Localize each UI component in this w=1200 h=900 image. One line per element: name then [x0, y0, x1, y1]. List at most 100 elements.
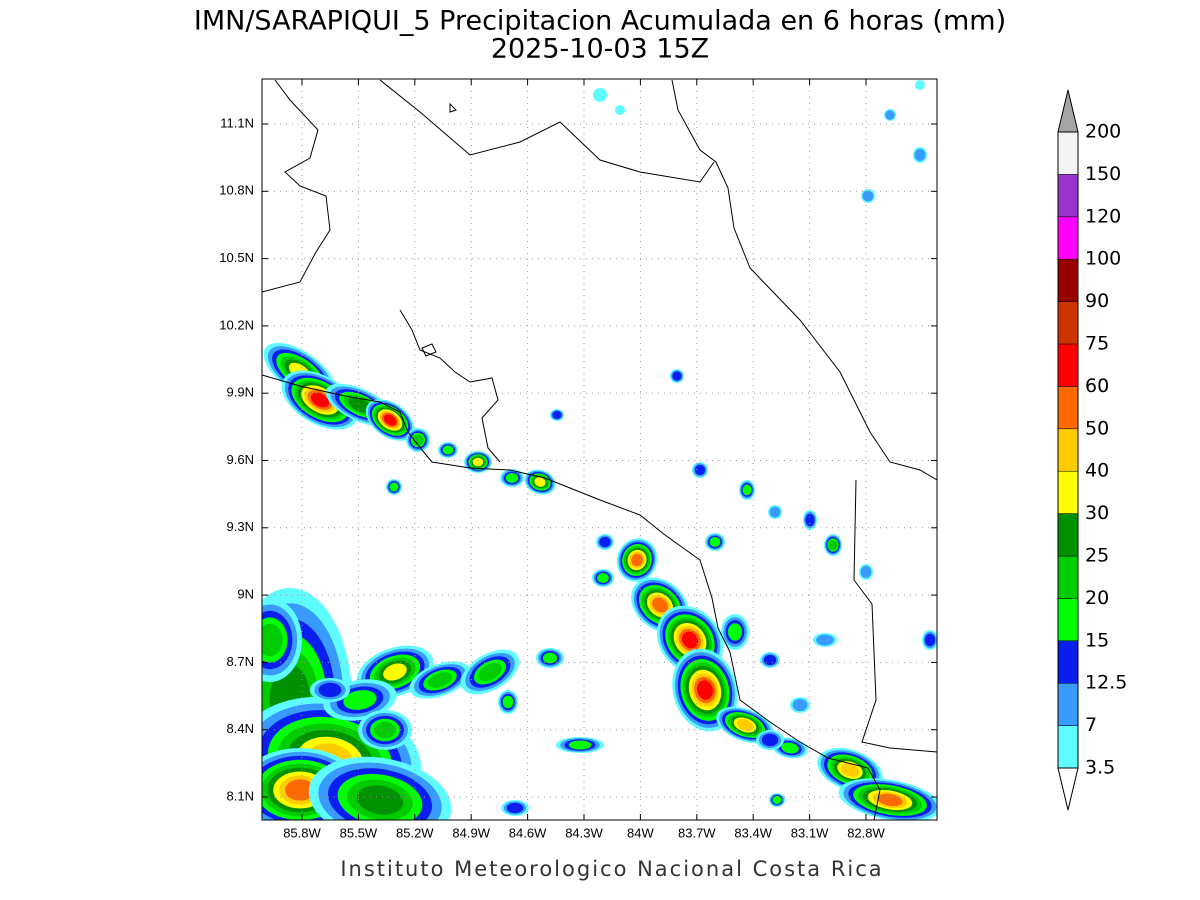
precip-contour: [568, 740, 592, 750]
colorbar-label: 30: [1085, 502, 1109, 524]
lon-tick-label: 85.5W: [340, 825, 378, 840]
precip-contour: [383, 663, 407, 681]
colorbar-label: 100: [1085, 248, 1121, 270]
precip-contour: [914, 148, 926, 162]
colorbar-label: 15: [1085, 629, 1109, 651]
precip-contour: [356, 785, 404, 815]
precip-contour: [862, 190, 874, 202]
precip-contour: [696, 680, 714, 700]
precip-contour: [828, 539, 838, 551]
precip-contour: [792, 698, 808, 712]
precip-contour: [769, 506, 781, 518]
colorbar-swatch: [1057, 470, 1079, 514]
lon-tick-label: 84.3W: [565, 825, 603, 840]
precip-contour: [816, 634, 834, 646]
colorbar-label: 3.5: [1085, 757, 1115, 779]
colorbar-label: 12.5: [1085, 672, 1127, 694]
colorbar-swatch: [1057, 386, 1079, 430]
grid: [262, 79, 937, 820]
precip-contour: [672, 371, 682, 381]
lat-tick-label: 8.4N: [227, 721, 254, 736]
lon-tick-label: 85.2W: [396, 825, 434, 840]
colorbar-swatch: [1057, 725, 1079, 769]
precip-contour: [694, 464, 706, 476]
lat-tick-label: 9.9N: [227, 385, 254, 400]
precip-contour: [310, 392, 330, 408]
colorbar-label: 150: [1085, 163, 1121, 185]
colorbar-label: 20: [1085, 587, 1109, 609]
precip-contour: [412, 434, 424, 446]
precip-contour: [631, 553, 643, 567]
precip-contour: [383, 414, 397, 426]
precip-contour: [763, 654, 777, 666]
lat-tick-label: 10.8N: [219, 183, 254, 198]
lon-tick-label: 82.8W: [847, 825, 885, 840]
colorbar-frame: [1057, 131, 1079, 769]
precip-contour: [542, 652, 558, 664]
coastline: [262, 79, 331, 293]
lat-tick-label: 11.1N: [220, 115, 254, 130]
lon-tick-label: 84.9W: [452, 825, 490, 840]
precip-contour: [840, 763, 860, 777]
precip-contour: [348, 397, 372, 413]
colorbar-label: 90: [1085, 290, 1109, 312]
colorbar-label: 120: [1085, 205, 1121, 227]
lat-tick-label: 10.5N: [219, 250, 254, 265]
lon-tick-label: 83.1W: [791, 825, 829, 840]
colorbar: 3.5 7 12.5 15 20 25 30 40 50 60 75 90 100 120 150 200: [1057, 89, 1127, 811]
precip-contour: [343, 690, 377, 710]
colorbar-swatch: [1057, 640, 1079, 684]
colorbar-swatch: [1057, 682, 1079, 726]
precip-contour: [374, 721, 396, 739]
lon-tick-label: 83.7W: [678, 825, 716, 840]
colorbar-label: 75: [1085, 333, 1109, 355]
precip-contour: [727, 623, 743, 641]
coastline: [262, 374, 881, 820]
colorbar-swatch: [1057, 174, 1079, 218]
precip-contour: [552, 410, 562, 420]
precip-contour: [761, 733, 779, 747]
precip-contour: [781, 742, 799, 754]
lon-tick-label: 84W: [627, 825, 654, 840]
precip-contour: [593, 88, 607, 102]
lat-tick-label: 9.3N: [227, 519, 254, 534]
precip-contour: [709, 537, 721, 547]
title: IMN/SARAPIQUI_5 Precipitacion Acumulada …: [194, 6, 1006, 37]
precip-contour: [681, 631, 699, 649]
precip-contour: [885, 110, 895, 120]
precip-contour: [805, 513, 815, 527]
precip-contour: [478, 662, 502, 682]
island: [421, 102, 457, 357]
coastline: [671, 79, 937, 481]
coastlines: [262, 79, 937, 820]
precip-contour: [652, 597, 668, 613]
precip-contour: [285, 779, 315, 801]
map-frame: [261, 78, 938, 821]
precip-contour: [924, 633, 936, 647]
precip-contour: [505, 473, 519, 483]
lat-tick-label: 8.1N: [227, 788, 254, 803]
border: [853, 479, 937, 753]
colorbar-label: 40: [1085, 460, 1109, 482]
precip-contour: [442, 445, 454, 455]
colorbar-over: [1057, 89, 1079, 133]
lon-tick-label: 85.8W: [283, 825, 321, 840]
precip-contour: [742, 484, 752, 496]
lat-tick-label: 9N: [237, 587, 254, 602]
colorbar-swatch: [1057, 131, 1079, 175]
lon-tick-label: 84.6W: [509, 825, 547, 840]
precip-contour: [615, 105, 625, 115]
lat-tick-label: 10.2N: [219, 317, 254, 332]
precip-contour: [915, 80, 925, 90]
precip-contour: [427, 672, 453, 688]
colorbar-swatch: [1057, 343, 1079, 387]
colorbar-swatch: [1057, 428, 1079, 472]
precip-contour: [877, 793, 903, 807]
precip-contour: [599, 536, 611, 548]
credit: Instituto Meteorologico Nacional Costa R…: [340, 857, 883, 881]
colorbar-label: 7: [1085, 714, 1097, 736]
precip-field: [262, 80, 937, 820]
precip-contour: [472, 457, 484, 467]
colorbar-swatch: [1057, 301, 1079, 345]
